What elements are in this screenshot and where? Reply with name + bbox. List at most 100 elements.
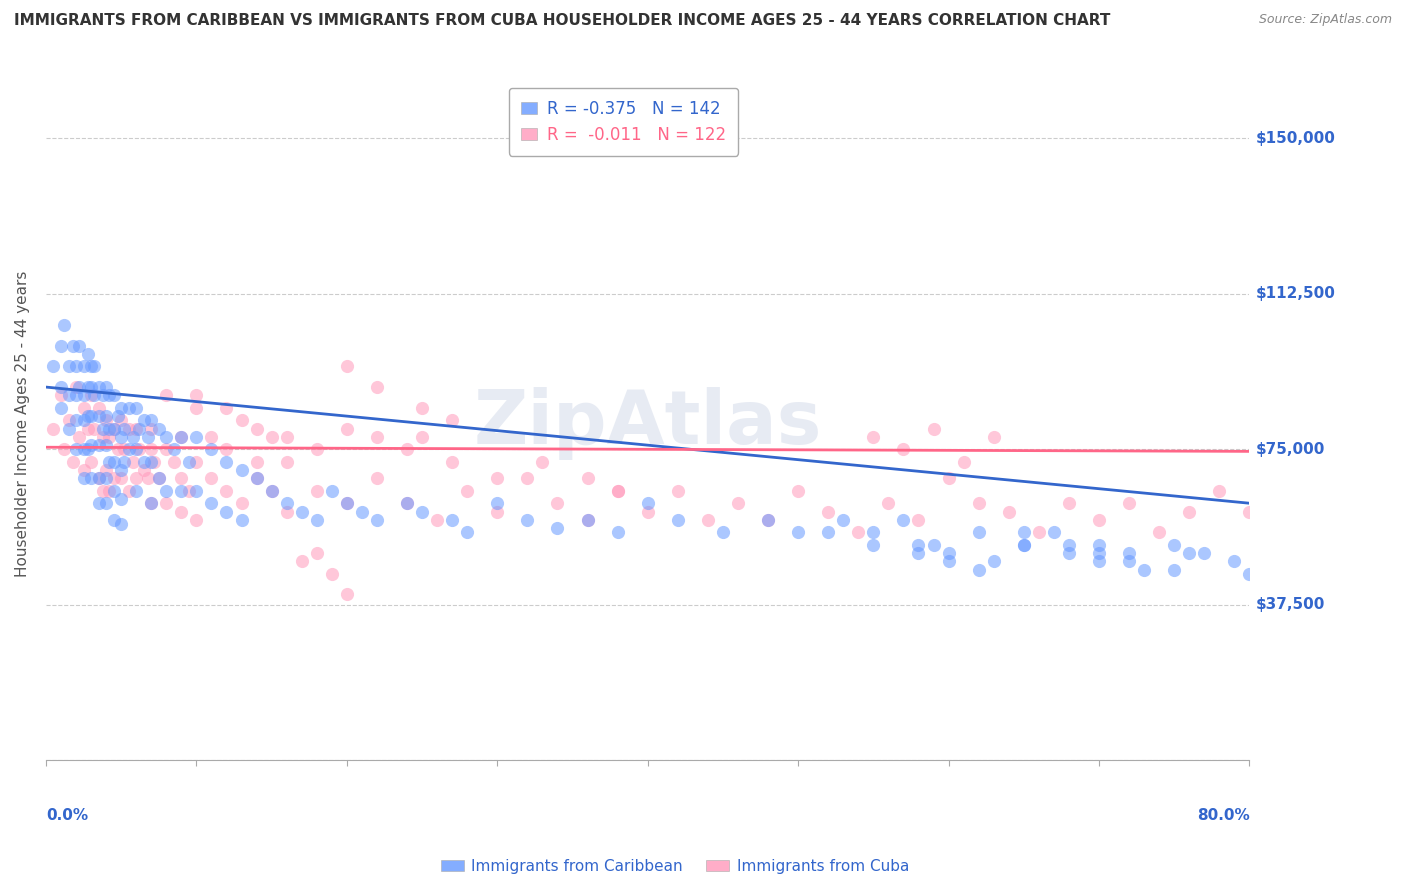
Point — [72, 388, 94, 402]
Point — [141, 442, 163, 457]
Point — [58, 388, 80, 402]
Point — [1012, 525, 1035, 540]
Point — [276, 504, 298, 518]
Point — [1178, 504, 1201, 518]
Point — [938, 471, 960, 485]
Point — [366, 471, 388, 485]
Point — [118, 483, 141, 498]
Point — [1118, 496, 1140, 510]
Point — [907, 538, 929, 552]
Point — [103, 421, 125, 435]
Point — [1223, 554, 1246, 568]
Point — [395, 496, 418, 510]
Point — [1088, 546, 1111, 560]
Point — [291, 554, 314, 568]
Point — [83, 421, 105, 435]
Point — [136, 430, 159, 444]
Point — [411, 401, 433, 415]
Point — [1118, 546, 1140, 560]
Point — [65, 380, 87, 394]
Point — [1012, 538, 1035, 552]
Point — [98, 388, 121, 402]
Text: Source: ZipAtlas.com: Source: ZipAtlas.com — [1258, 13, 1392, 27]
Point — [58, 413, 80, 427]
Point — [91, 483, 114, 498]
Point — [118, 401, 141, 415]
Point — [125, 442, 148, 457]
Point — [756, 513, 779, 527]
Text: 0.0%: 0.0% — [46, 807, 89, 822]
Point — [141, 421, 163, 435]
Point — [1239, 504, 1261, 518]
Point — [260, 430, 283, 444]
Point — [94, 496, 117, 510]
Point — [98, 483, 121, 498]
Point — [862, 525, 884, 540]
Point — [177, 483, 200, 498]
Point — [576, 513, 599, 527]
Point — [67, 380, 90, 394]
Point — [727, 496, 749, 510]
Point — [107, 409, 129, 424]
Point — [72, 442, 94, 457]
Point — [94, 438, 117, 452]
Point — [336, 421, 359, 435]
Point — [1057, 496, 1080, 510]
Point — [983, 554, 1005, 568]
Point — [350, 504, 373, 518]
Point — [276, 430, 298, 444]
Point — [336, 496, 359, 510]
Point — [65, 442, 87, 457]
Point — [125, 401, 148, 415]
Point — [186, 483, 208, 498]
Text: $112,500: $112,500 — [1256, 286, 1336, 301]
Point — [110, 492, 132, 507]
Text: IMMIGRANTS FROM CARIBBEAN VS IMMIGRANTS FROM CUBA HOUSEHOLDER INCOME AGES 25 - 4: IMMIGRANTS FROM CARIBBEAN VS IMMIGRANTS … — [14, 13, 1111, 29]
Point — [72, 359, 94, 374]
Point — [1194, 546, 1216, 560]
Point — [91, 430, 114, 444]
Point — [817, 525, 839, 540]
Point — [58, 359, 80, 374]
Point — [231, 413, 253, 427]
Point — [531, 455, 554, 469]
Point — [395, 442, 418, 457]
Point — [128, 421, 150, 435]
Point — [72, 463, 94, 477]
Point — [141, 413, 163, 427]
Point — [112, 442, 135, 457]
Point — [1163, 563, 1185, 577]
Point — [118, 421, 141, 435]
Point — [110, 401, 132, 415]
Point — [486, 496, 509, 510]
Point — [72, 413, 94, 427]
Point — [546, 521, 568, 535]
Point — [305, 442, 328, 457]
Point — [606, 525, 628, 540]
Point — [163, 455, 186, 469]
Point — [80, 380, 103, 394]
Point — [80, 438, 103, 452]
Point — [893, 513, 915, 527]
Point — [1088, 513, 1111, 527]
Point — [1147, 525, 1170, 540]
Point — [186, 455, 208, 469]
Point — [87, 401, 110, 415]
Point — [1178, 546, 1201, 560]
Point — [80, 388, 103, 402]
Text: $150,000: $150,000 — [1256, 131, 1336, 145]
Text: ZipAtlas: ZipAtlas — [474, 387, 823, 460]
Point — [141, 496, 163, 510]
Point — [155, 430, 177, 444]
Point — [215, 442, 238, 457]
Point — [411, 430, 433, 444]
Point — [938, 546, 960, 560]
Point — [148, 471, 170, 485]
Point — [170, 471, 193, 485]
Point — [997, 504, 1019, 518]
Point — [516, 471, 538, 485]
Point — [170, 483, 193, 498]
Point — [893, 442, 915, 457]
Point — [366, 380, 388, 394]
Point — [787, 525, 810, 540]
